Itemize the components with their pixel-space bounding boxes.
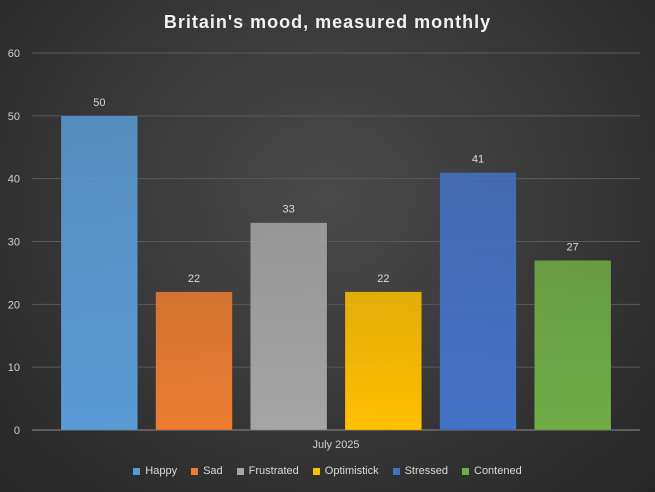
legend-label: Stressed: [404, 465, 448, 477]
bar-optimistick: [344, 291, 422, 431]
legend-swatch: [462, 467, 469, 475]
bar-contened: [534, 260, 612, 431]
legend-label: Contened: [474, 465, 522, 477]
legend-label: Optimistick: [324, 465, 379, 477]
legend-swatch: [392, 467, 400, 475]
bar-frustrated: [250, 222, 328, 431]
legend-item: Happy: [133, 465, 177, 477]
data-label: 41: [472, 153, 484, 165]
bar-sad: [155, 291, 233, 431]
bar-stressed: [439, 172, 517, 431]
legend-item: Contened: [462, 465, 522, 477]
legend-item: Stressed: [392, 465, 448, 477]
legend-swatch: [236, 467, 244, 475]
legend: Happy Sad Frustrated Optimistick Stressed Con…: [0, 465, 655, 477]
y-tick-label: 30: [8, 237, 20, 249]
y-tick-label: 20: [8, 299, 20, 311]
legend-swatch: [191, 467, 199, 475]
legend-swatch: [133, 467, 141, 475]
data-label: 22: [377, 273, 389, 285]
y-tick-label: 10: [8, 362, 20, 374]
y-tick-label: 40: [8, 174, 20, 186]
legend-item: Frustrated: [236, 465, 299, 477]
legend-item: Sad: [191, 465, 223, 477]
data-label: 33: [283, 204, 295, 216]
legend-label: Frustrated: [248, 465, 299, 477]
data-label: 27: [567, 241, 579, 253]
y-tick-label: 60: [8, 48, 20, 60]
y-tick-label: 0: [14, 425, 20, 437]
legend-label: Happy: [145, 465, 178, 477]
legend-item: Optimistick: [312, 465, 379, 477]
bar-happy: [60, 115, 138, 431]
data-label: 22: [188, 273, 200, 285]
legend-label: Sad: [203, 465, 223, 477]
x-category-label: July 2025: [312, 439, 359, 451]
chart-title: Britain's mood, measured monthly: [163, 12, 492, 32]
y-tick-label: 50: [8, 111, 20, 123]
data-label: 50: [93, 97, 105, 109]
legend-swatch: [312, 467, 320, 475]
